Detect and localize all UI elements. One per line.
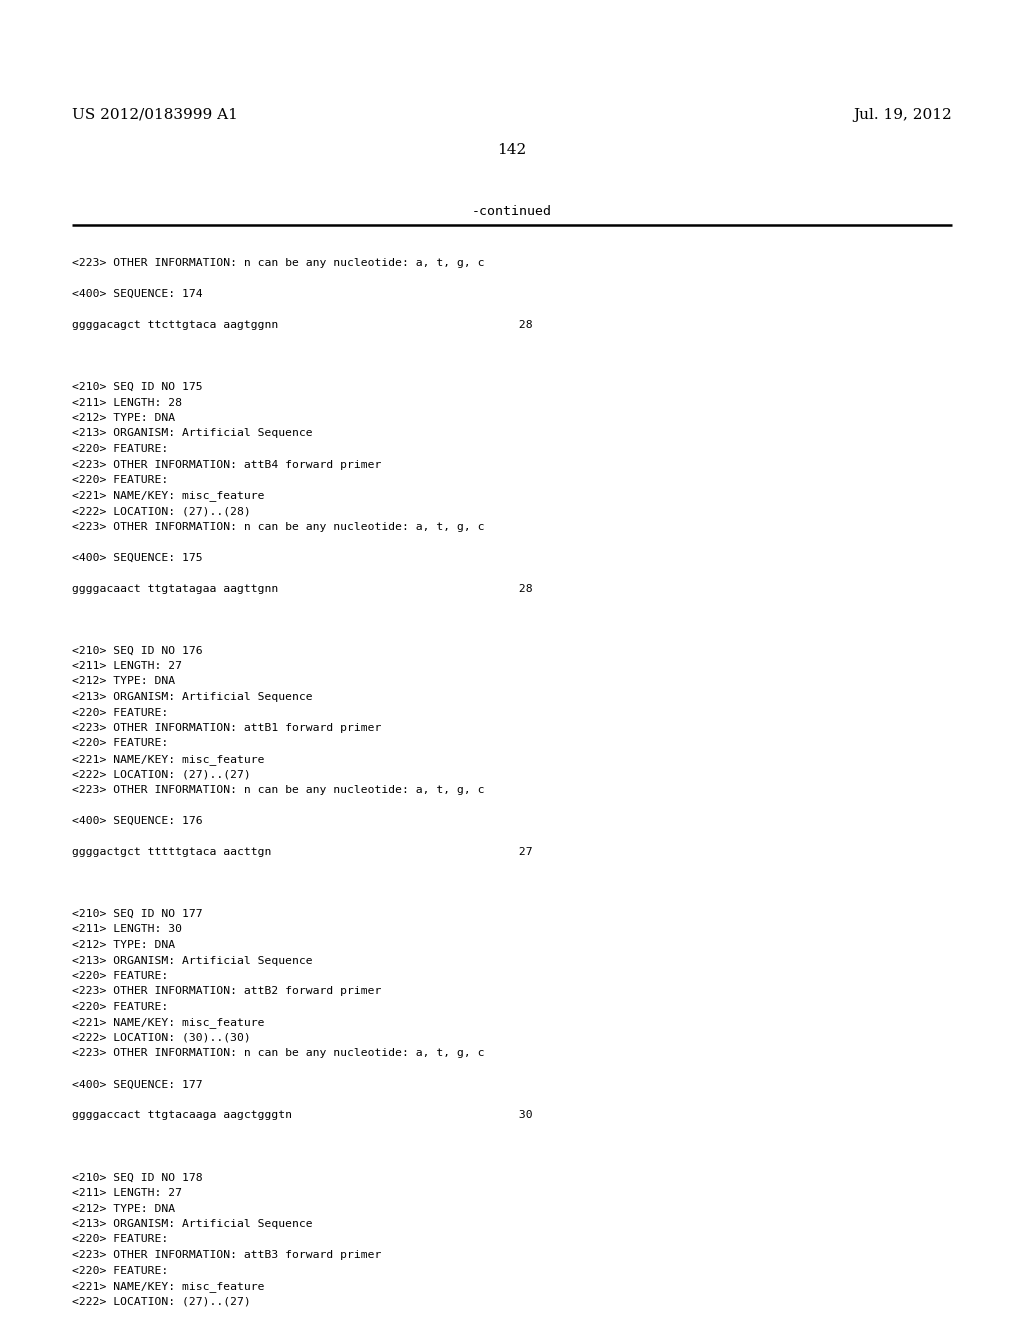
- Text: ggggactgct tttttgtaca aacttgn                                    27: ggggactgct tttttgtaca aacttgn 27: [72, 847, 532, 857]
- Text: <221> NAME/KEY: misc_feature: <221> NAME/KEY: misc_feature: [72, 754, 264, 764]
- Text: <211> LENGTH: 30: <211> LENGTH: 30: [72, 924, 182, 935]
- Text: ggggaccact ttgtacaaga aagctgggtn                                 30: ggggaccact ttgtacaaga aagctgggtn 30: [72, 1110, 532, 1121]
- Text: <220> FEATURE:: <220> FEATURE:: [72, 972, 168, 981]
- Text: <220> FEATURE:: <220> FEATURE:: [72, 475, 168, 484]
- Text: <210> SEQ ID NO 175: <210> SEQ ID NO 175: [72, 381, 203, 392]
- Text: <222> LOCATION: (27)..(27): <222> LOCATION: (27)..(27): [72, 770, 251, 780]
- Text: <220> FEATURE:: <220> FEATURE:: [72, 708, 168, 718]
- Text: <221> NAME/KEY: misc_feature: <221> NAME/KEY: misc_feature: [72, 1280, 264, 1292]
- Text: <400> SEQUENCE: 176: <400> SEQUENCE: 176: [72, 816, 203, 826]
- Text: <223> OTHER INFORMATION: n can be any nucleotide: a, t, g, c: <223> OTHER INFORMATION: n can be any nu…: [72, 785, 484, 795]
- Text: ggggacagct ttcttgtaca aagtggnn                                   28: ggggacagct ttcttgtaca aagtggnn 28: [72, 319, 532, 330]
- Text: -continued: -continued: [472, 205, 552, 218]
- Text: <213> ORGANISM: Artificial Sequence: <213> ORGANISM: Artificial Sequence: [72, 1218, 312, 1229]
- Text: ggggacaact ttgtatagaa aagttgnn                                   28: ggggacaact ttgtatagaa aagttgnn 28: [72, 583, 532, 594]
- Text: <223> OTHER INFORMATION: attB1 forward primer: <223> OTHER INFORMATION: attB1 forward p…: [72, 723, 381, 733]
- Text: <213> ORGANISM: Artificial Sequence: <213> ORGANISM: Artificial Sequence: [72, 429, 312, 438]
- Text: <220> FEATURE:: <220> FEATURE:: [72, 444, 168, 454]
- Text: <221> NAME/KEY: misc_feature: <221> NAME/KEY: misc_feature: [72, 491, 264, 502]
- Text: <400> SEQUENCE: 177: <400> SEQUENCE: 177: [72, 1080, 203, 1089]
- Text: <220> FEATURE:: <220> FEATURE:: [72, 1234, 168, 1245]
- Text: <211> LENGTH: 27: <211> LENGTH: 27: [72, 1188, 182, 1199]
- Text: <212> TYPE: DNA: <212> TYPE: DNA: [72, 940, 175, 950]
- Text: <400> SEQUENCE: 175: <400> SEQUENCE: 175: [72, 553, 203, 562]
- Text: <223> OTHER INFORMATION: n can be any nucleotide: a, t, g, c: <223> OTHER INFORMATION: n can be any nu…: [72, 1048, 484, 1059]
- Text: 142: 142: [498, 143, 526, 157]
- Text: <400> SEQUENCE: 174: <400> SEQUENCE: 174: [72, 289, 203, 300]
- Text: <223> OTHER INFORMATION: n can be any nucleotide: a, t, g, c: <223> OTHER INFORMATION: n can be any nu…: [72, 521, 484, 532]
- Text: <222> LOCATION: (27)..(27): <222> LOCATION: (27)..(27): [72, 1296, 251, 1307]
- Text: <210> SEQ ID NO 176: <210> SEQ ID NO 176: [72, 645, 203, 656]
- Text: <210> SEQ ID NO 177: <210> SEQ ID NO 177: [72, 909, 203, 919]
- Text: <212> TYPE: DNA: <212> TYPE: DNA: [72, 676, 175, 686]
- Text: <220> FEATURE:: <220> FEATURE:: [72, 1002, 168, 1012]
- Text: <211> LENGTH: 27: <211> LENGTH: 27: [72, 661, 182, 671]
- Text: <223> OTHER INFORMATION: attB3 forward primer: <223> OTHER INFORMATION: attB3 forward p…: [72, 1250, 381, 1261]
- Text: <223> OTHER INFORMATION: attB4 forward primer: <223> OTHER INFORMATION: attB4 forward p…: [72, 459, 381, 470]
- Text: <220> FEATURE:: <220> FEATURE:: [72, 1266, 168, 1275]
- Text: <223> OTHER INFORMATION: n can be any nucleotide: a, t, g, c: <223> OTHER INFORMATION: n can be any nu…: [72, 257, 484, 268]
- Text: <222> LOCATION: (27)..(28): <222> LOCATION: (27)..(28): [72, 506, 251, 516]
- Text: <212> TYPE: DNA: <212> TYPE: DNA: [72, 413, 175, 422]
- Text: <221> NAME/KEY: misc_feature: <221> NAME/KEY: misc_feature: [72, 1018, 264, 1028]
- Text: <222> LOCATION: (30)..(30): <222> LOCATION: (30)..(30): [72, 1034, 251, 1043]
- Text: <212> TYPE: DNA: <212> TYPE: DNA: [72, 1204, 175, 1213]
- Text: <223> OTHER INFORMATION: attB2 forward primer: <223> OTHER INFORMATION: attB2 forward p…: [72, 986, 381, 997]
- Text: Jul. 19, 2012: Jul. 19, 2012: [853, 108, 952, 121]
- Text: <211> LENGTH: 28: <211> LENGTH: 28: [72, 397, 182, 408]
- Text: <213> ORGANISM: Artificial Sequence: <213> ORGANISM: Artificial Sequence: [72, 956, 312, 965]
- Text: <213> ORGANISM: Artificial Sequence: <213> ORGANISM: Artificial Sequence: [72, 692, 312, 702]
- Text: <220> FEATURE:: <220> FEATURE:: [72, 738, 168, 748]
- Text: US 2012/0183999 A1: US 2012/0183999 A1: [72, 108, 238, 121]
- Text: <210> SEQ ID NO 178: <210> SEQ ID NO 178: [72, 1172, 203, 1183]
